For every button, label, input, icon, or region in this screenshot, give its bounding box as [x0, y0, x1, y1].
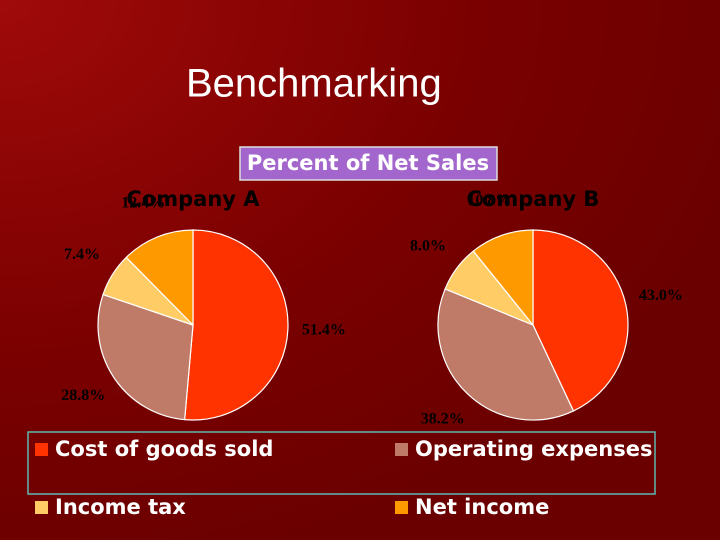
legend-box — [27, 431, 656, 495]
pie-slice — [472, 229, 534, 327]
pie-slice — [532, 229, 629, 412]
legend-swatch — [35, 501, 48, 514]
pie-title: Company B — [467, 187, 600, 211]
value-label: 8.0% — [410, 237, 446, 254]
value-label: 38.2% — [421, 411, 465, 428]
value-label: 12.4% — [121, 194, 165, 211]
legend-label: Cost of goods sold — [55, 437, 273, 461]
value-label: 10.8% — [467, 192, 511, 209]
subtitle: Percent of Net Sales — [247, 151, 489, 175]
value-label: 51.4% — [302, 321, 346, 338]
pie-slice — [125, 229, 194, 327]
legend-label: Income tax — [55, 495, 186, 519]
value-label: 43.0% — [639, 287, 683, 304]
slide-title: Benchmarking — [186, 62, 442, 106]
legend-swatch — [35, 443, 48, 456]
pie-slice — [97, 293, 194, 421]
pie-slice — [184, 229, 289, 421]
value-label: 7.4% — [64, 246, 100, 263]
legend-label: Net income — [415, 495, 549, 519]
pie-slice — [437, 288, 575, 421]
legend-swatch — [395, 501, 408, 514]
legend-swatch — [395, 443, 408, 456]
subtitle-box — [239, 146, 498, 181]
value-label: 28.8% — [61, 387, 105, 404]
legend-label: Operating expenses — [415, 437, 652, 461]
pie-title: Company A — [126, 187, 260, 211]
